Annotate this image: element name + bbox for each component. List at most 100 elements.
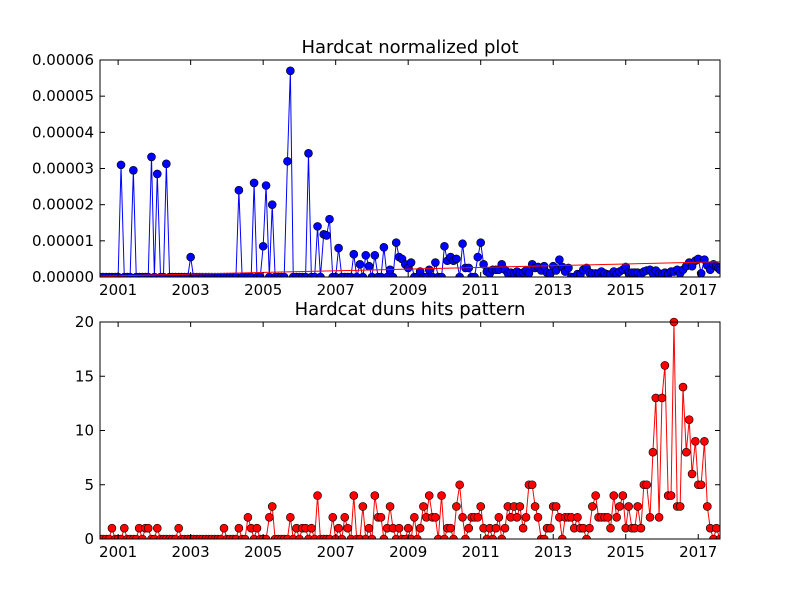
data-point	[322, 231, 331, 240]
data-point	[358, 272, 368, 277]
x-tick-label: 2017	[679, 543, 717, 561]
data-point	[116, 160, 126, 170]
data-point	[328, 512, 338, 522]
data-point	[715, 265, 720, 275]
data-point	[476, 502, 486, 511]
y-tick-label: 0.00001	[32, 232, 94, 250]
data-point	[261, 534, 271, 539]
data-point	[364, 261, 374, 271]
x-tick-label: 2005	[244, 543, 282, 561]
data-point	[657, 393, 667, 403]
x-tick-label: 2017	[679, 281, 717, 299]
data-point	[313, 491, 322, 500]
y-tick-label: 0.00005	[32, 87, 94, 105]
y-tick-label: 5	[84, 476, 94, 494]
y-tick-label: 0	[84, 530, 94, 548]
data-point	[437, 491, 446, 500]
data-point	[279, 272, 289, 277]
data-point	[687, 469, 697, 479]
data-point	[147, 152, 156, 162]
data-point	[267, 200, 277, 209]
data-point	[488, 534, 497, 539]
data-point	[527, 480, 537, 490]
data-point	[424, 265, 434, 275]
data-point	[648, 447, 658, 457]
data-point	[410, 512, 419, 522]
data-point	[582, 534, 591, 539]
data-point	[521, 512, 531, 522]
data-point	[588, 502, 597, 511]
data-point	[709, 534, 718, 539]
data-point	[452, 254, 461, 264]
data-point	[267, 502, 277, 511]
data-point	[406, 258, 416, 267]
data-point	[364, 523, 374, 533]
data-point	[403, 523, 413, 533]
data-point	[446, 523, 455, 533]
data-point	[518, 523, 528, 533]
data-point	[681, 447, 691, 457]
data-point	[675, 502, 685, 511]
data-point	[367, 534, 377, 539]
data-point	[624, 502, 633, 511]
x-tick-label: 2015	[607, 281, 645, 299]
x-tick-label: 2011	[462, 543, 500, 561]
data-point	[512, 512, 522, 522]
x-tick-label: 2013	[534, 281, 572, 299]
data-point	[458, 512, 467, 522]
data-point	[497, 534, 507, 539]
y-tick-label: 10	[75, 422, 94, 440]
y-tick-label: 15	[75, 367, 94, 385]
data-point	[143, 523, 153, 533]
data-point	[700, 437, 709, 446]
data-point	[343, 523, 352, 533]
data-point	[437, 272, 446, 277]
data-point	[636, 523, 646, 533]
data-point	[645, 512, 655, 522]
data-point	[715, 534, 720, 539]
data-point	[464, 523, 474, 533]
x-tick-label: 2007	[317, 281, 355, 299]
data-point	[249, 178, 259, 188]
y-tick-label: 0.00003	[32, 160, 94, 178]
data-point	[551, 502, 561, 511]
x-tick-label: 2001	[99, 281, 137, 299]
data-point	[500, 523, 510, 533]
data-point	[440, 534, 449, 539]
y-tick-label: 20	[75, 313, 94, 331]
data-point	[431, 258, 440, 267]
data-point	[546, 523, 555, 533]
data-point	[424, 491, 434, 500]
data-point	[452, 502, 461, 511]
data-point	[533, 512, 543, 522]
data-point	[666, 491, 676, 500]
data-point	[696, 480, 706, 490]
x-tick-label: 2003	[172, 281, 210, 299]
data-point	[138, 534, 147, 539]
data-point	[642, 480, 652, 490]
data-point	[618, 491, 628, 500]
data-point	[358, 502, 368, 511]
data-point	[355, 260, 365, 269]
data-point	[609, 491, 619, 500]
chart-panel-2: 2001 2003 2005 2007 2009 2011 2013 2015 20170510…	[75, 299, 721, 561]
data-point	[234, 185, 244, 195]
data-point	[119, 523, 129, 533]
data-point	[712, 523, 720, 533]
data-point	[524, 269, 534, 277]
data-point	[261, 181, 271, 190]
chart-title: Hardcat normalized plot	[301, 37, 518, 58]
data-point	[258, 241, 268, 251]
data-point	[703, 502, 712, 511]
y-tick-label: 0.00006	[32, 51, 94, 69]
data-point	[564, 263, 573, 273]
data-point	[491, 523, 501, 533]
chart-panel-1: 2001 2003 2005 2007 2009 2011 2013 2015 2017 0.00…	[32, 37, 721, 299]
data-point	[654, 512, 664, 522]
data-point	[555, 255, 564, 264]
data-point	[361, 251, 371, 260]
x-tick-label: 2001	[99, 543, 137, 561]
series-line-1	[100, 70, 720, 277]
data-point	[379, 534, 389, 539]
